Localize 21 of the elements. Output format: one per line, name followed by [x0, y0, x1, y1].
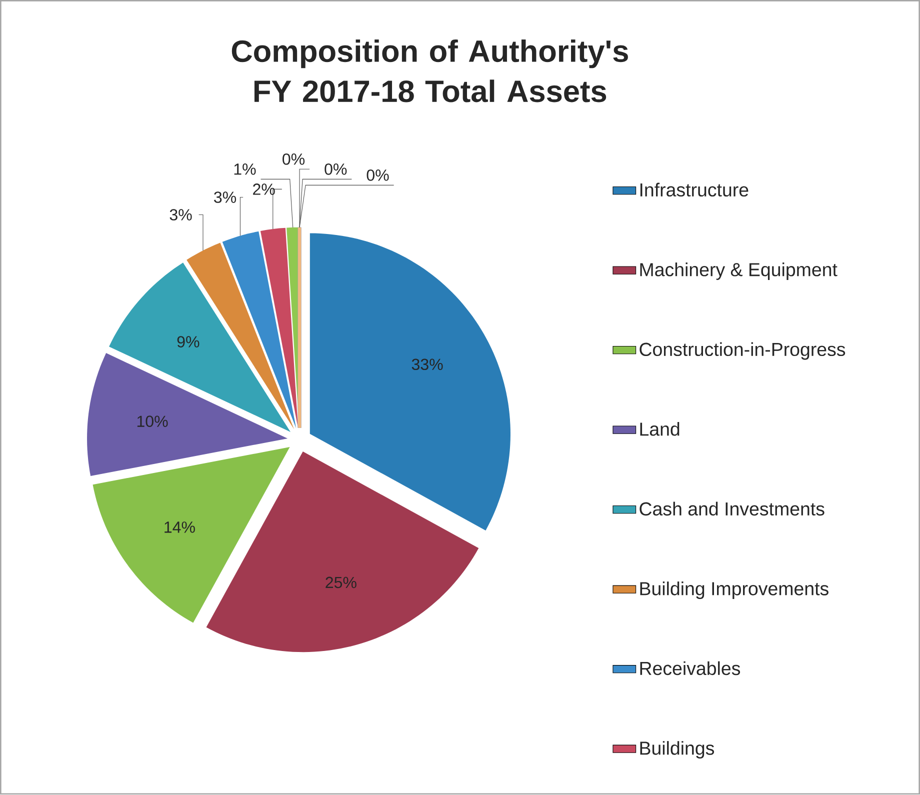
legend-label: Receivables: [640, 662, 740, 676]
legend-label: Cash and Investments: [640, 502, 824, 516]
text: 0%: [282, 154, 305, 165]
legend-label: Construction-in-Progress: [640, 342, 846, 360]
legend-label: Building Improvements: [640, 582, 828, 600]
legend-label: Land: [640, 422, 680, 436]
chart-title: Composition of Authority's FY 2017-18 Total Assets: [232, 40, 628, 102]
data-label: 10%: [137, 416, 168, 428]
data-label: 25%: [326, 576, 356, 588]
data-label: 14%: [164, 522, 195, 533]
data-label: 3%: [214, 192, 236, 204]
data-label: 1%: [234, 164, 256, 175]
data-label: 3%: [170, 209, 192, 221]
data-label: 2%: [253, 184, 275, 196]
data-label: 9%: [177, 336, 200, 348]
legend-label: Buildings: [640, 741, 714, 759]
data-label: 33%: [412, 358, 443, 370]
legend-label: Machinery & Equipment: [640, 262, 838, 280]
text: 0%: [366, 170, 389, 182]
legend-label: Infrastructure: [640, 182, 748, 197]
text: 0%: [324, 164, 347, 176]
